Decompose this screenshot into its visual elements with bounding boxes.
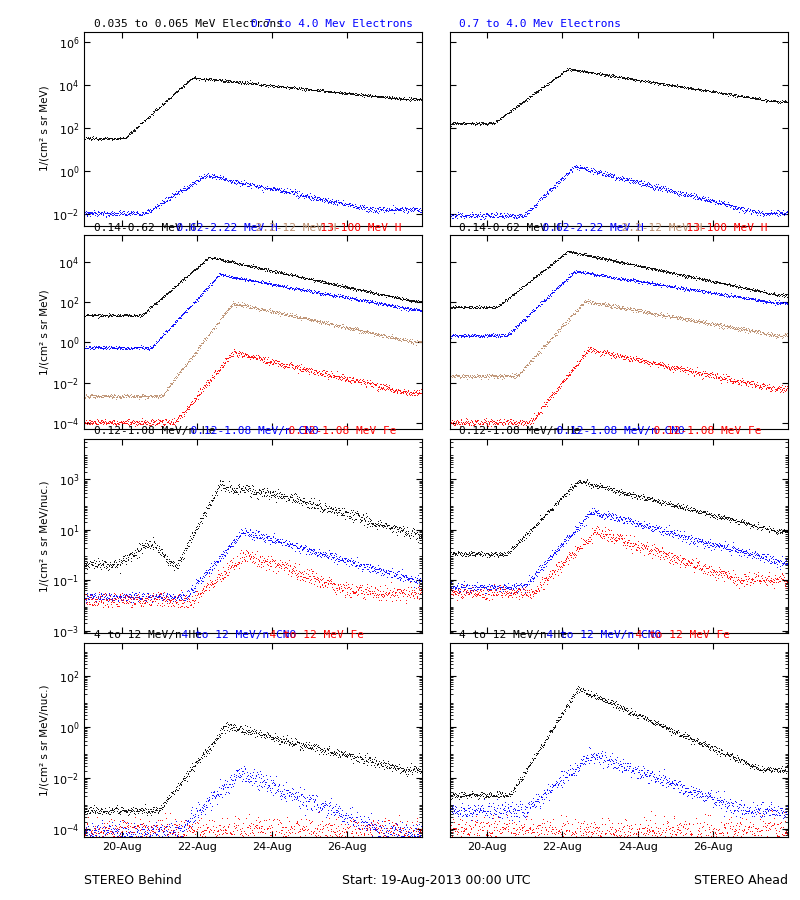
Text: 0.12-1.08 MeV/n He: 0.12-1.08 MeV/n He [459, 427, 581, 436]
Text: STEREO Ahead: STEREO Ahead [694, 874, 788, 886]
Text: 4 to 12 MeV Fe: 4 to 12 MeV Fe [256, 630, 364, 640]
Text: 0.12-1.08 MeV/n CNO: 0.12-1.08 MeV/n CNO [542, 427, 685, 436]
Text: 4 to 12 MeV/n He: 4 to 12 MeV/n He [459, 630, 567, 640]
Text: 0.62-2.22 MeV H: 0.62-2.22 MeV H [163, 222, 278, 232]
Text: Start: 19-Aug-2013 00:00 UTC: Start: 19-Aug-2013 00:00 UTC [342, 874, 530, 886]
Text: 0.12-1.08 MeV/n CNO: 0.12-1.08 MeV/n CNO [177, 427, 319, 436]
Text: 0.12-1.08 MeV Fe: 0.12-1.08 MeV Fe [640, 427, 762, 436]
Text: 13-100 MeV H: 13-100 MeV H [673, 222, 767, 232]
Text: 2.2-12 MeV H: 2.2-12 MeV H [608, 222, 702, 232]
Text: 0.12-1.08 MeV/n He: 0.12-1.08 MeV/n He [94, 427, 215, 436]
Text: 4 to 12 MeV/n CNO: 4 to 12 MeV/n CNO [168, 630, 296, 640]
Text: 4 to 12 MeV/n CNO: 4 to 12 MeV/n CNO [534, 630, 662, 640]
Y-axis label: 1/(cm² s sr MeV): 1/(cm² s sr MeV) [39, 290, 49, 375]
Text: 0.62-2.22 MeV H: 0.62-2.22 MeV H [529, 222, 643, 232]
Text: 0.035 to 0.065 MeV Electrons: 0.035 to 0.065 MeV Electrons [94, 19, 282, 29]
Text: 13-100 MeV H: 13-100 MeV H [307, 222, 402, 232]
Text: 0.14-0.62 MeV H: 0.14-0.62 MeV H [94, 222, 195, 232]
Text: 0.7 to 4.0 Mev Electrons: 0.7 to 4.0 Mev Electrons [459, 19, 621, 29]
Text: 0.12-1.08 MeV Fe: 0.12-1.08 MeV Fe [274, 427, 396, 436]
Y-axis label: 1/(cm² s sr MeV/nuc.): 1/(cm² s sr MeV/nuc.) [39, 481, 50, 592]
Y-axis label: 1/(cm² s sr MeV/nuc.): 1/(cm² s sr MeV/nuc.) [39, 684, 49, 796]
Text: 0.7 to 4.0 Mev Electrons: 0.7 to 4.0 Mev Electrons [223, 19, 413, 29]
Text: STEREO Behind: STEREO Behind [84, 874, 182, 886]
Text: 0.14-0.62 MeV H: 0.14-0.62 MeV H [459, 222, 560, 232]
Text: 4 to 12 MeV Fe: 4 to 12 MeV Fe [622, 630, 730, 640]
Text: 4 to 12 MeV/n He: 4 to 12 MeV/n He [94, 630, 202, 640]
Text: 2.2-12 MeV H: 2.2-12 MeV H [242, 222, 337, 232]
Y-axis label: 1/(cm² s sr MeV): 1/(cm² s sr MeV) [39, 86, 50, 171]
